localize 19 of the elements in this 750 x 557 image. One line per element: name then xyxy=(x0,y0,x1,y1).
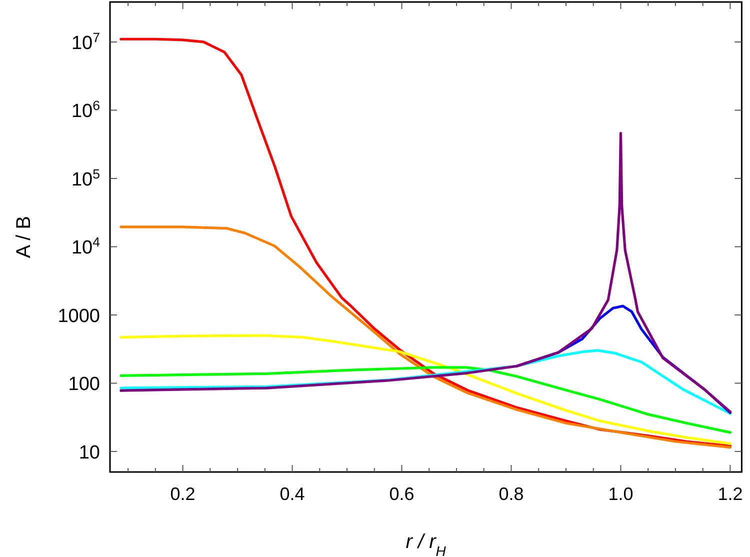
x-tick-label: 0.2 xyxy=(170,484,196,504)
y-tick-label: 10$^{5}$ xyxy=(71,166,100,190)
y-tick-label: 100 xyxy=(68,374,100,396)
line-series xyxy=(120,226,732,449)
x-tick-label: 1.2 xyxy=(718,484,743,504)
y-tick-label: 10$^{7}$ xyxy=(71,29,100,54)
y-tick-label: 10$^{4}$ xyxy=(71,234,100,259)
x-tick-label: 0.4 xyxy=(280,484,305,504)
y-tick-label: 10 xyxy=(78,442,100,464)
x-tick-label: 0.6 xyxy=(389,484,414,504)
x-tick-label: 1.0 xyxy=(608,484,634,504)
y-axis-title: A / B xyxy=(13,216,35,258)
y-tick-label: 1000 xyxy=(58,306,100,327)
line-series xyxy=(120,132,732,414)
x-tick-label: 0.8 xyxy=(498,484,524,504)
line-series xyxy=(120,334,732,445)
y-tick-label: 10$^{6}$ xyxy=(71,98,100,122)
line-series xyxy=(120,366,732,434)
x-axis-title: r / r$_{H}$ xyxy=(406,531,447,557)
